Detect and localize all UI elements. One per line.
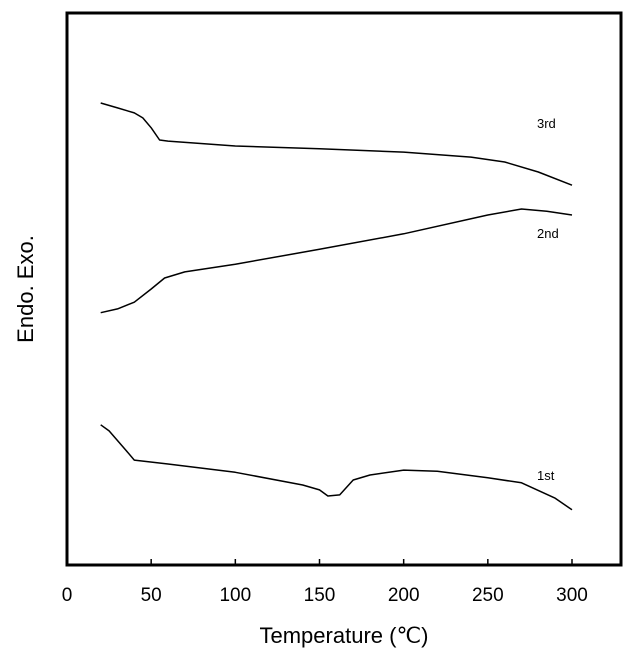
x-tick-label: 250: [472, 585, 504, 606]
series-line-2nd: [100, 208, 573, 314]
series-line-3rd: [100, 102, 573, 186]
y-axis-label: Endo. Exo.: [13, 235, 38, 343]
x-tick-label: 50: [141, 585, 162, 606]
series-label-1st: 1st: [537, 468, 555, 483]
plot-frame: [65, 11, 623, 567]
x-axis-label: Temperature (℃): [260, 623, 429, 648]
x-tick-label: 0: [62, 585, 73, 606]
series-label-3rd: 3rd: [537, 116, 556, 131]
series-line-1st: [100, 424, 573, 511]
x-tick-label: 200: [388, 585, 420, 606]
x-tick-label: 300: [556, 585, 588, 606]
x-tick-label: 150: [304, 585, 336, 606]
series-label-2nd: 2nd: [537, 226, 559, 241]
x-tick-label: 100: [219, 585, 251, 606]
